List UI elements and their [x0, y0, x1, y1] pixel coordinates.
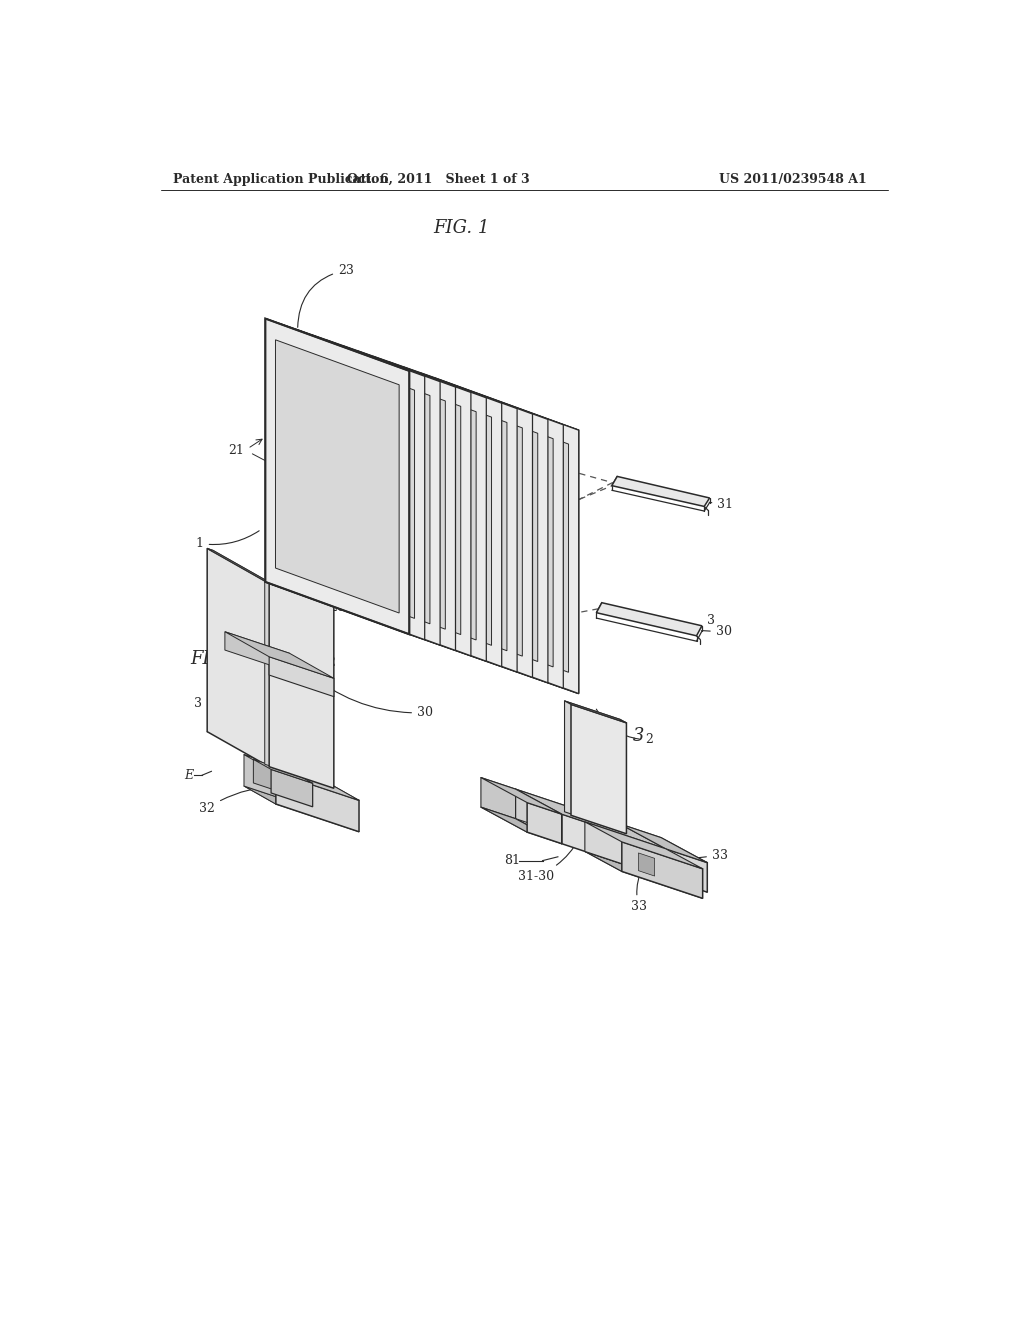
Polygon shape — [398, 383, 522, 656]
Polygon shape — [265, 581, 334, 605]
Text: 31-30: 31-30 — [518, 838, 579, 883]
Text: 2: 2 — [304, 590, 335, 669]
Polygon shape — [311, 335, 456, 651]
Polygon shape — [515, 789, 666, 849]
Text: 3: 3 — [195, 677, 267, 710]
Polygon shape — [327, 341, 471, 656]
Polygon shape — [611, 477, 710, 507]
Polygon shape — [352, 367, 476, 640]
Text: 21: 21 — [228, 445, 244, 458]
Text: 81: 81 — [505, 854, 520, 867]
Polygon shape — [269, 583, 334, 788]
Text: 33: 33 — [631, 869, 647, 913]
Text: 24: 24 — [283, 594, 306, 607]
Polygon shape — [481, 807, 562, 843]
Text: Oct. 6, 2011   Sheet 1 of 3: Oct. 6, 2011 Sheet 1 of 3 — [347, 173, 529, 186]
Text: FIG. 1: FIG. 1 — [433, 219, 489, 236]
Polygon shape — [269, 657, 334, 697]
Text: Patent Application Publication: Patent Application Publication — [173, 173, 388, 186]
Polygon shape — [410, 371, 579, 693]
Polygon shape — [306, 351, 430, 624]
Polygon shape — [368, 372, 492, 645]
Polygon shape — [414, 388, 538, 661]
Text: 22: 22 — [414, 607, 435, 628]
Polygon shape — [225, 632, 290, 672]
Polygon shape — [265, 318, 410, 635]
Text: 1: 1 — [196, 531, 259, 550]
Polygon shape — [622, 842, 702, 899]
Text: 32: 32 — [200, 787, 278, 814]
Polygon shape — [620, 824, 662, 867]
Polygon shape — [275, 772, 359, 832]
Text: 2: 2 — [458, 611, 481, 644]
Polygon shape — [571, 705, 627, 834]
Text: 23: 23 — [298, 264, 354, 327]
Text: E: E — [184, 768, 194, 781]
Text: E: E — [557, 583, 566, 597]
Polygon shape — [638, 853, 654, 876]
Text: E: E — [557, 521, 566, 535]
Polygon shape — [373, 356, 517, 672]
Polygon shape — [429, 393, 553, 667]
Polygon shape — [481, 777, 515, 818]
Polygon shape — [585, 822, 702, 869]
Polygon shape — [585, 851, 702, 899]
Polygon shape — [596, 603, 701, 636]
Polygon shape — [403, 367, 548, 682]
Polygon shape — [253, 759, 295, 797]
Polygon shape — [291, 346, 415, 618]
Polygon shape — [481, 777, 562, 814]
Polygon shape — [435, 378, 579, 693]
Text: 20: 20 — [329, 601, 345, 614]
Polygon shape — [225, 632, 334, 678]
Polygon shape — [207, 548, 269, 767]
Polygon shape — [337, 362, 461, 635]
Polygon shape — [383, 378, 507, 651]
Polygon shape — [564, 701, 627, 723]
Text: 31: 31 — [710, 499, 733, 511]
Polygon shape — [244, 755, 359, 800]
Polygon shape — [322, 356, 445, 630]
Polygon shape — [585, 822, 666, 878]
Polygon shape — [444, 399, 568, 672]
Polygon shape — [207, 548, 274, 585]
Polygon shape — [281, 323, 425, 640]
Text: 30: 30 — [701, 626, 732, 639]
Polygon shape — [296, 330, 440, 645]
Polygon shape — [213, 550, 274, 768]
Polygon shape — [265, 582, 579, 693]
Polygon shape — [515, 789, 620, 853]
Text: FIG. 3: FIG. 3 — [589, 727, 645, 744]
Text: 2: 2 — [596, 709, 652, 746]
Text: F: F — [345, 808, 353, 821]
Polygon shape — [244, 785, 359, 832]
Polygon shape — [271, 770, 312, 807]
Polygon shape — [244, 755, 327, 813]
Polygon shape — [564, 701, 620, 830]
Polygon shape — [527, 803, 562, 843]
Polygon shape — [253, 759, 312, 783]
Polygon shape — [275, 339, 399, 612]
Polygon shape — [419, 372, 563, 688]
Polygon shape — [388, 362, 532, 677]
Text: 33: 33 — [675, 849, 728, 862]
Text: 3: 3 — [700, 614, 715, 628]
Polygon shape — [620, 824, 708, 863]
Polygon shape — [562, 814, 666, 878]
Polygon shape — [265, 581, 330, 785]
Polygon shape — [342, 346, 486, 661]
Polygon shape — [265, 318, 579, 430]
Polygon shape — [357, 351, 502, 667]
Polygon shape — [666, 849, 708, 892]
Text: US 2011/0239548 A1: US 2011/0239548 A1 — [719, 173, 866, 186]
Text: FIG. 2: FIG. 2 — [190, 649, 247, 668]
Text: 30: 30 — [306, 671, 433, 719]
